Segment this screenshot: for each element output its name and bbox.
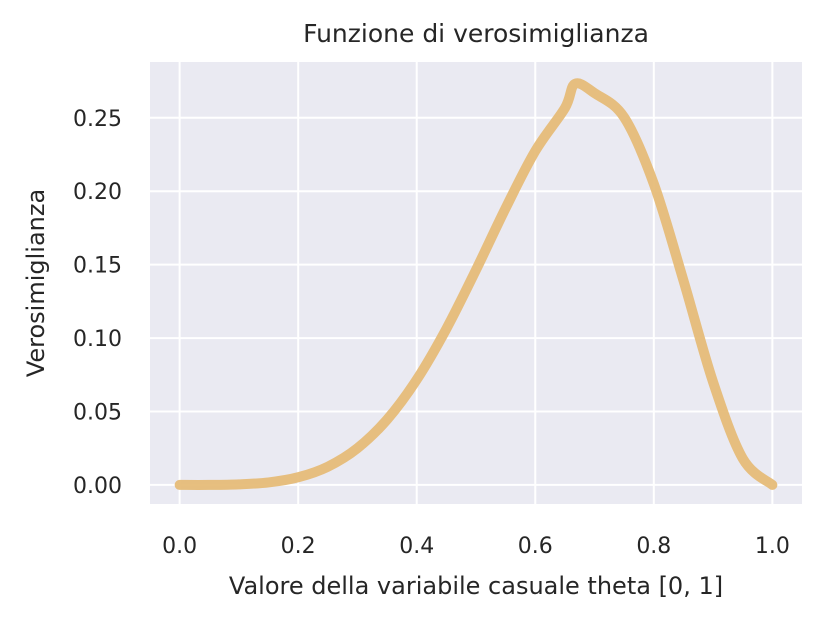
y-tick-labels: 0.00 0.05 0.10 0.15 0.20 0.25 (73, 107, 122, 499)
y-tick-label: 0.15 (73, 254, 122, 279)
x-tick-label: 0.4 (399, 534, 434, 559)
y-tick-label: 0.05 (73, 400, 122, 425)
x-tick-label: 0.0 (162, 534, 197, 559)
x-tick-label: 0.6 (518, 534, 553, 559)
y-axis-label: Verosimiglianza (22, 189, 50, 377)
chart-title: Funzione di verosimiglianza (303, 19, 649, 48)
series-layer (174, 78, 778, 490)
plot-background (150, 62, 802, 504)
x-tick-label: 1.0 (755, 534, 790, 559)
x-tick-labels: 0.0 0.2 0.4 0.6 0.8 1.0 (162, 534, 790, 559)
x-tick-label: 0.2 (281, 534, 316, 559)
x-gridlines (178, 62, 774, 504)
y-tick-label: 0.10 (73, 327, 122, 352)
y-tick-label: 0.25 (73, 107, 122, 132)
likelihood-line (174, 78, 778, 490)
x-tick-label: 0.8 (636, 534, 671, 559)
y-tick-label: 0.20 (73, 180, 122, 205)
x-axis-label: Valore della variabile casuale theta [0,… (229, 572, 723, 600)
y-tick-label: 0.00 (73, 474, 122, 499)
